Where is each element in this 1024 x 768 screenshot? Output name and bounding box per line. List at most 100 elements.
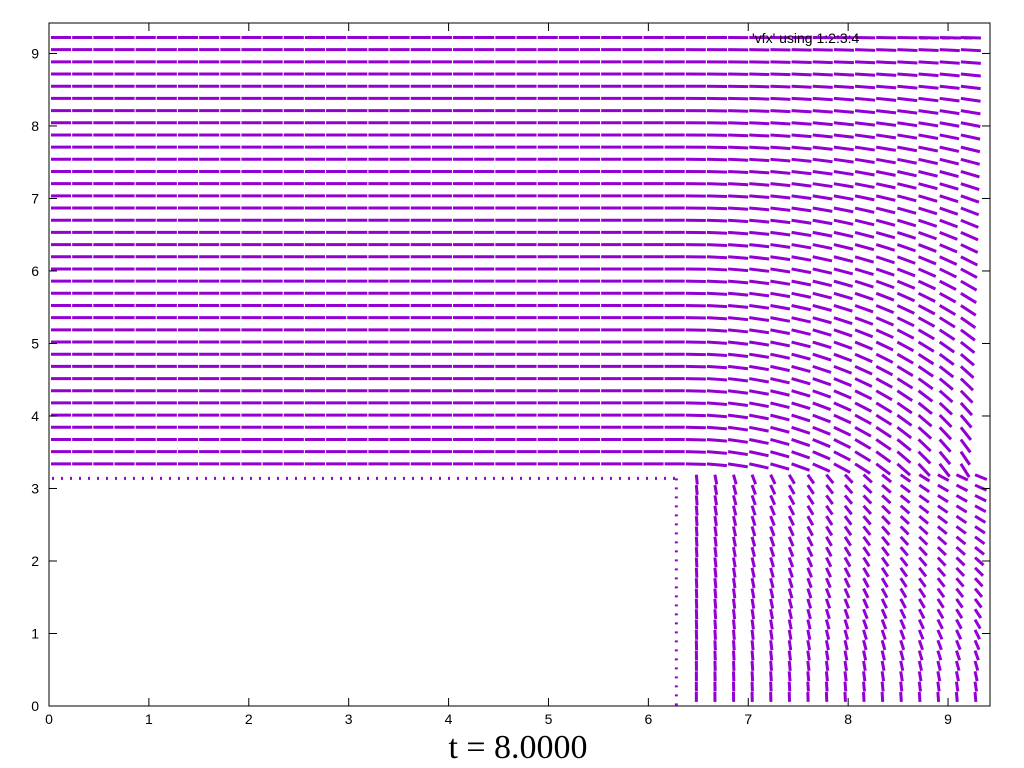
vector-arrow [713,484,719,496]
vector-arrow [713,578,718,589]
vector-arrow [897,48,918,52]
vector-arrow [918,121,939,128]
vector-arrow [939,243,958,254]
vector-arrow [938,462,951,478]
vector-arrow [833,109,854,114]
vector-arrow [936,514,949,525]
vector-arrow [843,608,850,620]
vector-arrow [825,515,834,526]
vector-arrow [876,109,897,115]
vector-arrow [833,230,854,239]
vector-arrow [959,463,971,478]
vector-arrow [880,598,888,609]
vector-arrow [875,377,893,389]
vector-arrow [974,504,987,514]
vector-arrow [812,230,833,238]
vector-arrow [769,619,774,630]
vector-arrow [959,316,977,329]
vector-arrow [936,587,946,599]
vector-arrow [917,426,933,440]
vector-arrow [974,545,986,556]
vector-arrow [918,182,938,191]
vector-arrow [899,587,908,599]
vector-arrow [791,316,812,324]
vector-arrow [854,121,876,127]
vector-arrow [769,536,776,547]
vector-arrow [770,450,790,459]
vector-arrow [974,483,988,492]
vector-arrow [727,413,749,420]
vector-arrow [824,577,832,589]
vector-arrow [899,681,904,692]
vector-arrow [791,84,812,89]
vector-arrow [694,578,699,589]
vector-arrow [791,304,812,312]
vector-arrow [897,121,918,128]
vector-arrow [939,72,960,78]
vector-arrow [769,567,775,578]
vector-arrow [973,597,983,609]
vector-arrow [748,438,769,445]
vector-arrow [806,671,811,682]
vector-arrow [854,377,873,388]
vector-arrow [959,328,976,342]
axis-ticks: 0 1 2 3 4 5 6 7 8 9 0 1 2 3 4 5 6 7 8 9 [31,23,990,727]
vector-arrow [750,577,756,589]
vector-arrow [812,279,833,288]
vector-arrow [862,608,869,620]
vector-arrow [918,546,928,557]
vector-arrow [825,504,834,516]
vector-arrow [749,267,770,273]
vector-arrow [791,352,811,361]
vector-arrow [749,328,770,335]
vector-arrow [770,121,791,126]
vector-arrow [938,316,956,329]
vector-arrow [750,515,757,527]
vector-arrow [876,72,897,77]
vector-arrow [727,279,749,285]
y-tick-label: 2 [31,553,39,569]
vector-arrow [918,566,928,578]
vector-arrow [731,629,736,640]
vector-arrow [749,291,770,298]
vector-arrow [917,304,936,316]
vector-arrow [917,413,933,428]
vector-arrow [843,650,849,661]
vector-arrow [770,72,791,77]
vector-arrow [959,426,973,441]
vector-arrow [955,556,966,567]
vector-arrow [812,377,832,387]
vector-arrow [862,691,866,702]
vector-arrow [812,133,833,139]
vector-arrow [727,340,749,346]
vector-arrow [731,640,736,651]
vector-arrow [769,577,775,589]
vector-arrow [875,352,894,364]
vector-arrow [854,352,873,364]
time-label: t = 8.0000 [448,729,587,766]
vector-arrow [749,340,770,347]
vector-arrow [960,60,981,65]
vector-arrow [876,84,897,90]
vector-arrow [843,577,851,589]
vector-arrow [899,483,911,494]
vector-arrow [936,525,948,535]
vector-arrow [791,255,812,262]
vector-arrow [936,598,945,609]
vector-arrow [897,84,918,90]
vector-arrow [875,255,895,265]
vector-arrow [825,494,834,505]
vector-arrow [875,450,892,464]
vector-arrow [694,495,699,506]
vector-arrow [694,557,699,568]
vector-arrow [862,535,872,547]
vector-arrow [685,462,706,466]
vector-arrow [713,536,718,547]
vector-arrow [806,515,815,526]
vector-arrow [806,525,814,537]
vector-arrow [917,462,931,477]
vector-arrow [728,194,749,199]
vector-arrow [770,425,790,434]
vector-arrow [791,425,811,435]
vector-arrow [939,84,960,90]
